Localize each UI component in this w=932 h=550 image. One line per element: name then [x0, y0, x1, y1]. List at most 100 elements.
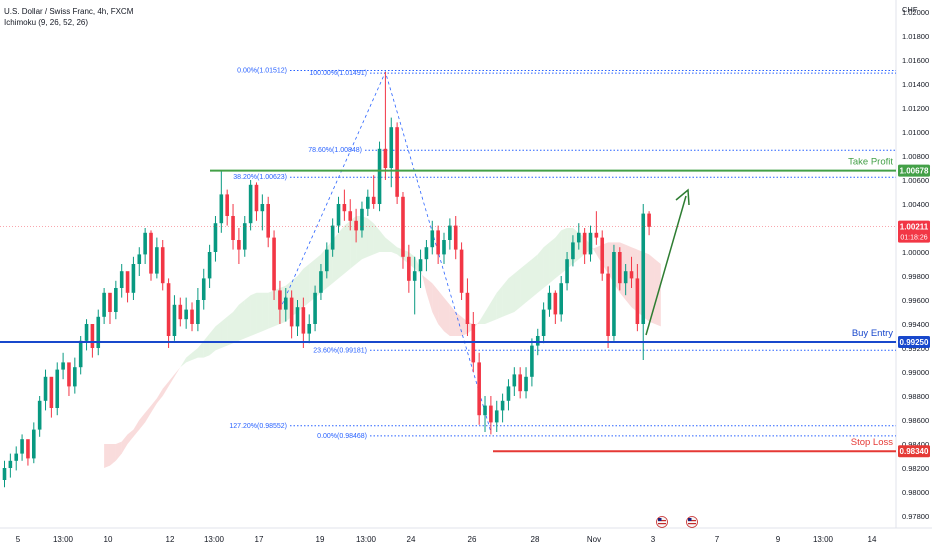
candle-body — [354, 220, 358, 231]
candle-body — [219, 194, 224, 224]
candle-body — [2, 468, 7, 480]
candle-body — [629, 271, 634, 279]
cloud-segment — [338, 225, 345, 279]
cloud-segment — [104, 444, 110, 468]
cloud-segment — [373, 223, 380, 255]
y-tick-label: 0.99800 — [902, 272, 929, 281]
candle-body — [494, 410, 499, 423]
candle-body — [377, 148, 382, 204]
cloud-segment — [520, 264, 527, 308]
candle-body — [342, 204, 347, 212]
candle-body — [588, 232, 593, 255]
x-tick-label: 10 — [104, 535, 113, 544]
candle-body — [360, 208, 364, 231]
candle-body — [389, 127, 394, 168]
candle-body — [96, 316, 101, 348]
symbol-title[interactable]: U.S. Dollar / Swiss Franc, 4h, FXCM — [4, 7, 134, 16]
x-tick-label: 28 — [531, 535, 540, 544]
candle-body — [301, 307, 306, 334]
candle-body — [407, 256, 411, 281]
x-tick-label: 24 — [407, 535, 416, 544]
candle-body — [207, 252, 212, 279]
cloud-segment — [531, 254, 538, 298]
candle-body — [477, 362, 481, 416]
candle-body — [606, 273, 610, 336]
candle-body — [307, 324, 312, 334]
currency-label: CHF — [902, 5, 918, 14]
candle-body — [371, 196, 376, 204]
time-axis[interactable]: 5 13:00 10 12 13:00 17 19 13:00 24 26 28 Nov 3 7 9 13:0… — [16, 535, 877, 544]
fib-level-label: 23.60%(0.99181) — [313, 347, 367, 354]
candle-body — [184, 309, 188, 320]
candle-body — [201, 278, 206, 300]
candle-body — [178, 304, 183, 320]
candle-body — [32, 429, 36, 459]
candle-body — [242, 223, 247, 250]
fib-level-label: 127.20%(0.98552) — [229, 423, 287, 430]
y-tick-label: 0.98000 — [902, 488, 929, 497]
candle-body — [248, 184, 253, 224]
cloud-segment — [367, 218, 374, 257]
candle-body — [442, 240, 446, 255]
cloud-segment — [449, 304, 456, 336]
candle-body — [49, 376, 54, 408]
cloud-segment — [186, 352, 193, 363]
cloud-segment — [192, 348, 198, 360]
candle-body — [348, 211, 353, 221]
y-tick-label: 1.01000 — [902, 128, 929, 137]
cloud-segment — [180, 357, 187, 368]
cloud-segment — [133, 420, 140, 437]
x-tick-label: 13:00 — [204, 535, 225, 544]
candle-body — [137, 254, 142, 264]
cloud-segment — [549, 237, 556, 284]
x-tick-label: 9 — [776, 535, 781, 544]
candle-body — [90, 324, 95, 348]
cloud-segment — [197, 340, 204, 358]
candle-body — [78, 340, 83, 368]
indicator-title[interactable]: Ichimoku (9, 26, 52, 26) — [4, 18, 89, 27]
bar-countdown: 01:18:26 — [900, 235, 927, 242]
candle-body — [190, 309, 194, 324]
cloud-segment — [297, 268, 304, 312]
cloud-segment — [174, 367, 181, 377]
cloud-segment — [209, 326, 216, 356]
cloud-segment — [490, 292, 497, 322]
x-tick-label: 17 — [255, 535, 264, 544]
candle-body — [254, 184, 259, 212]
x-tick-label: 12 — [166, 535, 175, 544]
candle-body — [67, 362, 71, 387]
y-tick-label: 0.99200 — [902, 344, 929, 353]
candle-body — [160, 247, 165, 284]
cloud-segment — [238, 300, 245, 341]
candle-body — [260, 204, 265, 212]
cloud-segment — [262, 292, 269, 332]
x-tick-label: 13:00 — [813, 535, 834, 544]
trade-levels: Take Profit Buy Entry Stop Loss — [0, 157, 896, 453]
candle-body — [125, 271, 130, 293]
candle-body — [459, 249, 464, 293]
cloud-segment — [127, 429, 134, 444]
cloud-segment — [526, 259, 532, 303]
stop-loss-tag-bg — [898, 445, 930, 458]
chart-header: U.S. Dollar / Swiss Franc, 4h, FXCM Ichi… — [4, 6, 133, 28]
cloud-segment — [438, 290, 444, 332]
cloud-segment — [537, 247, 544, 293]
current-price-tag: 1.00211 — [900, 223, 929, 232]
flag-stripe — [688, 520, 696, 522]
cloud-segment — [115, 441, 122, 461]
cloud-segment — [233, 304, 239, 344]
x-tick-label: 13:00 — [356, 535, 377, 544]
y-tick-label: 1.00600 — [902, 176, 929, 185]
cloud-segment — [379, 230, 386, 252]
x-tick-label: Nov — [587, 535, 601, 544]
take-profit-label: Take Profit — [848, 157, 893, 168]
candle-body — [541, 309, 546, 336]
candle-body — [266, 204, 270, 238]
cloud-segment — [508, 273, 515, 315]
candle-body — [149, 232, 153, 274]
candle-body — [37, 400, 42, 430]
candle-body — [55, 369, 60, 408]
take-profit-tag-bg — [898, 164, 930, 177]
